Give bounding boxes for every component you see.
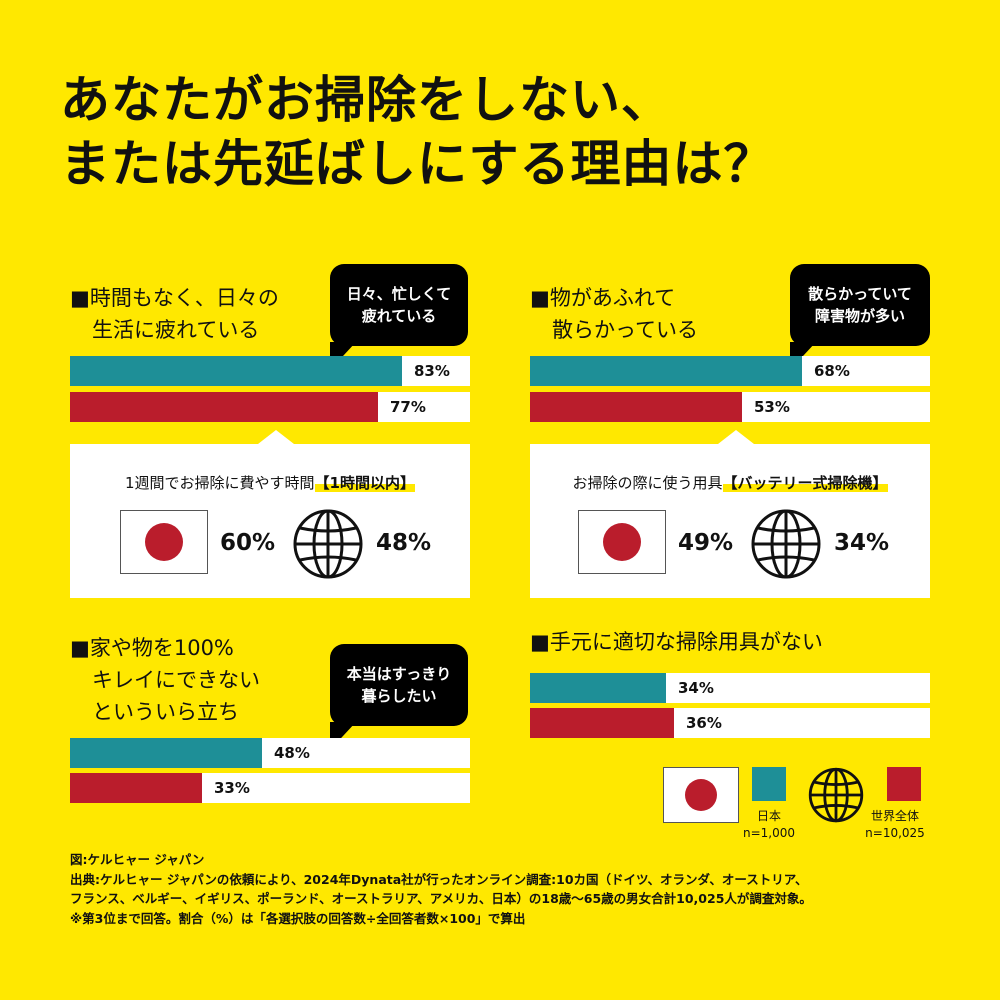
footer: 図:ケルヒャー ジャパン 出典:ケルヒャー ジャパンの依頼により、2024年Dy… bbox=[70, 850, 812, 928]
section-2-speech-bubble: 散らかっていて 障害物が多い bbox=[790, 264, 930, 370]
bar-3-world-label: 33% bbox=[214, 779, 250, 797]
card-1: 1週間でお掃除に費やす時間【1時間以内】 60% 48% bbox=[70, 444, 470, 598]
legend-world-swatch bbox=[887, 767, 921, 801]
card-1-title: 1週間でお掃除に費やす時間【1時間以内】 bbox=[70, 472, 470, 493]
card-2-arrow bbox=[718, 430, 754, 444]
bar-track-3-world: 33% bbox=[70, 773, 470, 803]
flag-disc bbox=[603, 523, 641, 561]
card-1-japan-value: 60% bbox=[220, 530, 276, 556]
section-4-heading-line-1: ■手元に適切な掃除用具がない bbox=[530, 630, 823, 654]
legend-world-label: 世界全体 bbox=[870, 809, 919, 823]
section-4-heading: ■手元に適切な掃除用具がない bbox=[530, 626, 823, 658]
flag-disc bbox=[145, 523, 183, 561]
section-1-heading: ■時間もなく、日々の 生活に疲れている bbox=[70, 282, 279, 346]
card-2: お掃除の際に使う用具【バッテリー式掃除機】 49% 34% bbox=[530, 444, 930, 598]
flag-disc bbox=[685, 779, 717, 811]
section-1-heading-line-2: 生活に疲れている bbox=[92, 318, 260, 342]
card-2-title-highlight: 【バッテリー式掃除機】 bbox=[722, 474, 888, 492]
bar-2-japan bbox=[530, 356, 802, 386]
japan-flag-icon bbox=[578, 510, 666, 574]
legend-japan-swatch bbox=[752, 767, 786, 801]
bar-1-japan-label: 83% bbox=[414, 362, 450, 380]
bar-track-3-japan: 48% bbox=[70, 738, 470, 768]
bar-1-japan bbox=[70, 356, 402, 386]
bar-4-japan bbox=[530, 673, 666, 703]
bubble-3-line-2: 暮らしたい bbox=[361, 687, 437, 705]
section-1-heading-line-1: ■時間もなく、日々の bbox=[70, 286, 279, 310]
bar-4-japan-label: 34% bbox=[678, 679, 714, 697]
bar-3-japan bbox=[70, 738, 262, 768]
section-2-heading-line-2: 散らかっている bbox=[552, 318, 698, 342]
globe-icon bbox=[293, 509, 363, 579]
card-2-title-prefix: お掃除の際に使う用具 bbox=[572, 474, 723, 492]
card-2-title: お掃除の際に使う用具【バッテリー式掃除機】 bbox=[530, 472, 930, 493]
card-1-world-value: 48% bbox=[376, 530, 432, 556]
section-2-heading: ■物があふれて 散らかっている bbox=[530, 282, 698, 346]
card-1-title-highlight: 【1時間以内】 bbox=[314, 474, 415, 492]
title-line-1: あなたがお掃除をしない、 bbox=[60, 71, 672, 129]
bubble-2-line-2: 障害物が多い bbox=[814, 307, 905, 325]
card-1-title-prefix: 1週間でお掃除に費やす時間 bbox=[125, 474, 315, 492]
footer-note: ※第3位まで回答。割合（%）は「各選択肢の回答数÷全回答者数×100」で算出 bbox=[70, 910, 526, 926]
bubble-2-line-1: 散らかっていて bbox=[808, 285, 912, 303]
legend-japan-flag-icon bbox=[663, 767, 739, 823]
footer-credit: 図:ケルヒャー ジャパン bbox=[70, 852, 205, 867]
footer-source-2: フランス、ベルギー、イギリス、ポーランド、オーストラリア、アメリカ、日本）の18… bbox=[70, 891, 812, 906]
section-3-heading: ■家や物を100% キレイにできない といういら立ち bbox=[70, 632, 260, 728]
card-2-japan-value: 49% bbox=[678, 530, 734, 556]
bar-1-world bbox=[70, 392, 378, 422]
section-3-heading-line-2: キレイにできない bbox=[92, 668, 260, 692]
section-1-speech-bubble: 日々、忙しくて 疲れている bbox=[330, 264, 468, 370]
legend-world-n: n=10,025 bbox=[865, 826, 925, 840]
bar-track-1-japan: 83% bbox=[70, 356, 470, 386]
section-3-heading-line-1: ■家や物を100% bbox=[70, 636, 234, 660]
japan-flag-icon bbox=[120, 510, 208, 574]
bubble-1-line-2: 疲れている bbox=[361, 307, 437, 325]
bubble-3-line-1: 本当はすっきり bbox=[346, 665, 452, 683]
footer-source-1: 出典:ケルヒャー ジャパンの依頼により、2024年Dynata社が行ったオンライ… bbox=[70, 871, 808, 887]
bar-4-world-label: 36% bbox=[686, 714, 722, 732]
card-2-world-value: 34% bbox=[834, 530, 890, 556]
title-line-2: または先延ばしにする理由は？ bbox=[60, 135, 775, 193]
bar-track-4-world: 36% bbox=[530, 708, 930, 738]
section-3-speech-bubble: 本当はすっきり 暮らしたい bbox=[330, 644, 468, 750]
bar-1-world-label: 77% bbox=[390, 398, 426, 416]
bar-track-2-japan: 68% bbox=[530, 356, 930, 386]
bar-4-world bbox=[530, 708, 674, 738]
card-1-arrow bbox=[258, 430, 294, 444]
bar-3-world bbox=[70, 773, 202, 803]
legend-japan-n: n=1,000 bbox=[742, 826, 795, 840]
globe-icon bbox=[751, 509, 821, 579]
bar-2-world-label: 53% bbox=[754, 398, 790, 416]
bar-3-japan-label: 48% bbox=[274, 744, 310, 762]
section-3-heading-line-3: といういら立ち bbox=[92, 700, 239, 724]
legend-world-text: 世界全体 n=10,025 bbox=[856, 808, 934, 842]
section-2-heading-line-1: ■物があふれて bbox=[530, 286, 676, 310]
legend-japan-text: 日本 n=1,000 bbox=[730, 808, 808, 842]
bar-track-1-world: 77% bbox=[70, 392, 470, 422]
bar-track-2-world: 53% bbox=[530, 392, 930, 422]
bar-2-world bbox=[530, 392, 742, 422]
bar-2-japan-label: 68% bbox=[814, 362, 850, 380]
page-title: あなたがお掃除をしない、 または先延ばしにする理由は？ bbox=[60, 68, 775, 196]
legend-japan-label: 日本 bbox=[756, 809, 781, 823]
bar-track-4-japan: 34% bbox=[530, 673, 930, 703]
bubble-1-line-1: 日々、忙しくて bbox=[346, 285, 452, 303]
legend-globe-icon bbox=[808, 767, 864, 823]
